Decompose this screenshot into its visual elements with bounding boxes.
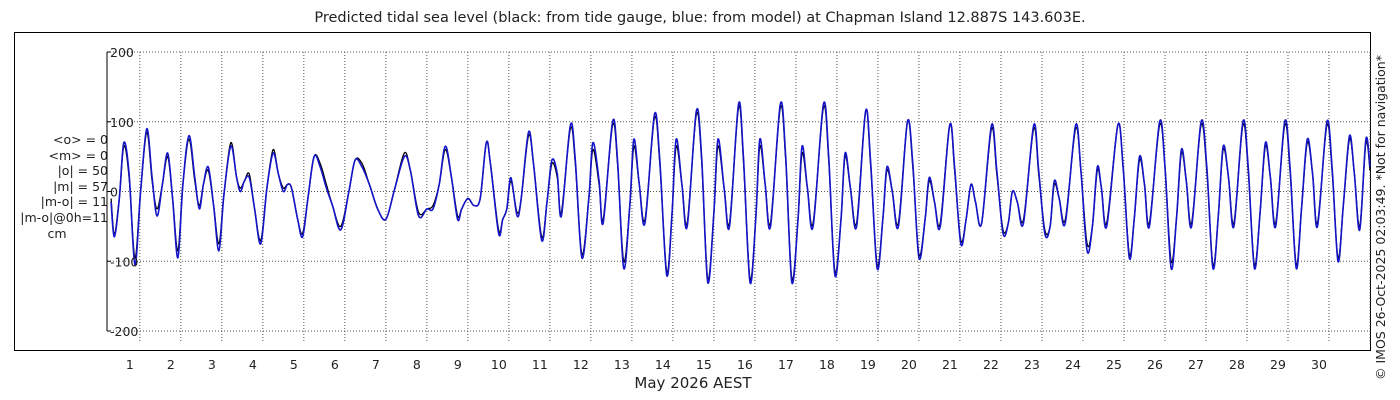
x-tick-label: 20 bbox=[901, 357, 917, 372]
gauge-series-line bbox=[110, 105, 1371, 281]
x-tick-label: 5 bbox=[290, 357, 298, 372]
y-tick-label: 0 bbox=[110, 185, 118, 200]
x-tick-label: 23 bbox=[1024, 357, 1040, 372]
watermark: © IMOS 26-Oct-2025 02:03:49. *Not for na… bbox=[1373, 55, 1388, 380]
x-tick-label: 18 bbox=[819, 357, 835, 372]
x-tick-label: 12 bbox=[573, 357, 589, 372]
axes bbox=[106, 51, 111, 332]
x-tick-label: 17 bbox=[778, 357, 794, 372]
outer-frame bbox=[14, 32, 1371, 351]
x-tick-label: 9 bbox=[454, 357, 462, 372]
x-tick-label: 3 bbox=[208, 357, 216, 372]
x-tick-label: 25 bbox=[1106, 357, 1122, 372]
x-tick-label: 28 bbox=[1229, 357, 1245, 372]
grid bbox=[107, 51, 1371, 341]
stat-mean-model: <m> = 0 bbox=[48, 147, 109, 163]
x-tick-label: 26 bbox=[1147, 357, 1163, 372]
chart-title: Predicted tidal sea level (black: from t… bbox=[314, 10, 1086, 26]
y-tick-label: 100 bbox=[110, 115, 134, 130]
y-tick-label: 200 bbox=[110, 45, 134, 60]
x-tick-label: 27 bbox=[1188, 357, 1204, 372]
y-tick-label: -100 bbox=[110, 254, 138, 269]
x-tick-label: 29 bbox=[1270, 357, 1286, 372]
x-tick-label: 6 bbox=[331, 357, 339, 372]
x-tick-label: 16 bbox=[737, 357, 753, 372]
x-tick-label: 1 bbox=[126, 357, 134, 372]
x-tick-label: 15 bbox=[696, 357, 712, 372]
x-tick-label: 10 bbox=[491, 357, 507, 372]
x-tick-label: 7 bbox=[372, 357, 380, 372]
x-tick-label: 21 bbox=[942, 357, 958, 372]
x-tick-label: 13 bbox=[614, 357, 630, 372]
x-axis-label: May 2026 AEST bbox=[634, 374, 752, 392]
stat-abs-observed: |o| = 50 bbox=[57, 163, 108, 179]
stat-abs-model: |m| = 57 bbox=[53, 178, 108, 194]
stat-abs-diff: |m-o| = 11 bbox=[40, 194, 108, 210]
y-tick-label: -200 bbox=[110, 324, 138, 339]
x-tick-label: 30 bbox=[1311, 357, 1327, 372]
stat-abs-diff-0h: |m-o|@0h=11 bbox=[20, 209, 108, 225]
x-tick-label: 22 bbox=[983, 357, 999, 372]
stat-mean-observed: <o> = 0 bbox=[53, 132, 108, 147]
x-tick-label: 8 bbox=[413, 357, 421, 372]
x-tick-label: 19 bbox=[860, 357, 876, 372]
stats-panel: <o> = 0 <m> = 0 |o| = 50 |m| = 57 |m-o| … bbox=[0, 132, 108, 241]
model-series-line bbox=[110, 101, 1371, 285]
x-tick-label: 11 bbox=[532, 357, 548, 372]
series-group bbox=[110, 101, 1371, 285]
x-tick-label: 2 bbox=[167, 357, 175, 372]
x-tick-label: 14 bbox=[655, 357, 671, 372]
x-tick-label: 24 bbox=[1065, 357, 1081, 372]
x-tick-label: 4 bbox=[249, 357, 257, 372]
stat-units: cm bbox=[47, 225, 67, 241]
